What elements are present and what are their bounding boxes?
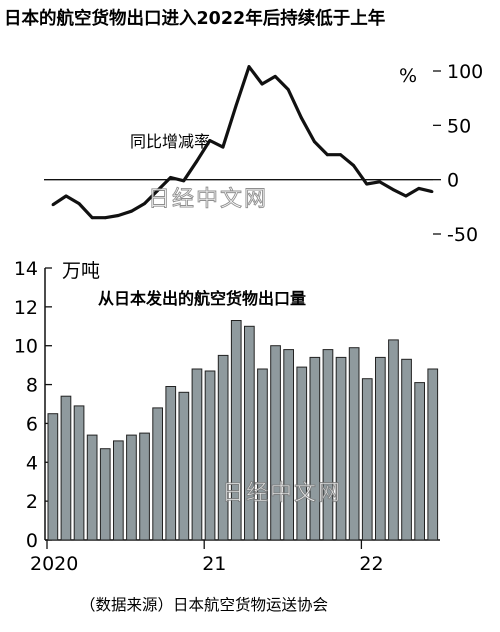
bar	[230, 320, 242, 541]
line-point	[404, 194, 408, 198]
line-point	[430, 190, 434, 194]
line-point	[313, 140, 316, 144]
line-y-tick-label: 50	[447, 115, 471, 137]
line-point	[182, 179, 186, 183]
chart-title: 日本的航空货物出口进入2022年后持续低于上年	[4, 8, 386, 29]
bar	[414, 382, 425, 541]
line-point	[221, 145, 225, 149]
line-point	[234, 104, 238, 108]
line-y-tick-label: 0	[447, 170, 459, 192]
bar	[60, 395, 72, 541]
line-point	[208, 139, 212, 142]
bar	[73, 405, 85, 541]
line-point	[299, 116, 303, 120]
line-point	[365, 182, 369, 186]
bar-chart-panel: 万吨 从日本发出的航空货物出口量 0 2 4 6 8 10 12 14 2020 21 22	[14, 258, 440, 575]
line-point	[64, 194, 68, 198]
line-chart-panel: 同比增减率 % 100 50 0 -50	[44, 61, 483, 246]
line-point	[143, 202, 146, 206]
line-point	[417, 187, 421, 190]
bar-x-tick-label: 22	[359, 553, 383, 575]
bar-y-tick-label: 8	[26, 375, 38, 397]
line-point	[169, 176, 173, 179]
bar-y-tick-label: 6	[26, 413, 38, 435]
line-point	[391, 188, 395, 191]
line-point	[339, 153, 342, 157]
bar	[244, 325, 255, 541]
bar	[348, 347, 360, 541]
bar	[165, 386, 177, 541]
line-point	[260, 82, 264, 86]
bar	[204, 370, 216, 541]
source-note: （数据来源）日本航空货物运送协会	[80, 596, 328, 614]
line-series-label: 同比增减率	[130, 132, 210, 151]
line-point	[352, 164, 355, 167]
bar-y-tick-label: 0	[26, 530, 38, 552]
bar	[99, 448, 111, 541]
bar-unit-label: 万吨	[62, 260, 100, 282]
bar	[152, 407, 164, 541]
bar	[296, 366, 308, 541]
bar	[427, 368, 439, 541]
bar-x-tick-label: 2020	[30, 553, 78, 575]
watermark-text: 日经中文网	[148, 187, 268, 212]
bar-y-tick-label: 12	[14, 297, 38, 319]
bar-y-tick-label: 4	[26, 452, 38, 474]
bar-y-tick-label: 10	[14, 336, 38, 358]
bar	[335, 356, 347, 541]
bar	[401, 358, 412, 541]
line-point	[286, 88, 290, 91]
line-point	[195, 159, 199, 163]
bar	[113, 440, 124, 541]
line-y-tick-label: 100	[447, 61, 483, 83]
bar	[217, 354, 229, 541]
line-point	[378, 180, 382, 184]
bar	[191, 368, 203, 541]
line-point	[156, 189, 160, 192]
line-point	[90, 216, 94, 220]
bar	[388, 339, 399, 541]
line-y-tick-label: -50	[447, 224, 478, 246]
line-unit-label: %	[399, 65, 417, 87]
line-y-axis: 100 50 0 -50	[433, 61, 483, 246]
bar	[309, 356, 321, 541]
line-point	[247, 65, 251, 69]
line-point	[103, 216, 107, 220]
bar-chart-subtitle: 从日本发出的航空货物出口量	[98, 289, 306, 308]
bar	[375, 356, 386, 541]
bar	[139, 432, 150, 541]
bar	[126, 434, 137, 541]
bar	[361, 378, 373, 541]
bar	[283, 349, 294, 541]
watermark-text: 日经中文网	[222, 481, 342, 506]
bar-y-tick-label: 2	[26, 491, 38, 513]
line-point	[130, 209, 133, 213]
bar-y-tick-label: 14	[14, 258, 38, 280]
bar	[270, 345, 281, 541]
bar	[257, 368, 268, 541]
bar-x-tick-label: 21	[202, 553, 226, 575]
line-point	[116, 214, 120, 217]
bar	[178, 391, 190, 541]
line-point	[77, 202, 81, 206]
line-point	[51, 203, 55, 207]
line-point	[326, 153, 329, 157]
bar-y-axis: 0 2 4 6 8 10 12 14 2020 21 22	[14, 258, 440, 575]
bar	[86, 434, 98, 541]
bar	[322, 349, 334, 541]
bar	[47, 413, 59, 541]
line-point	[273, 75, 277, 78]
line-series-yoy	[52, 65, 433, 220]
